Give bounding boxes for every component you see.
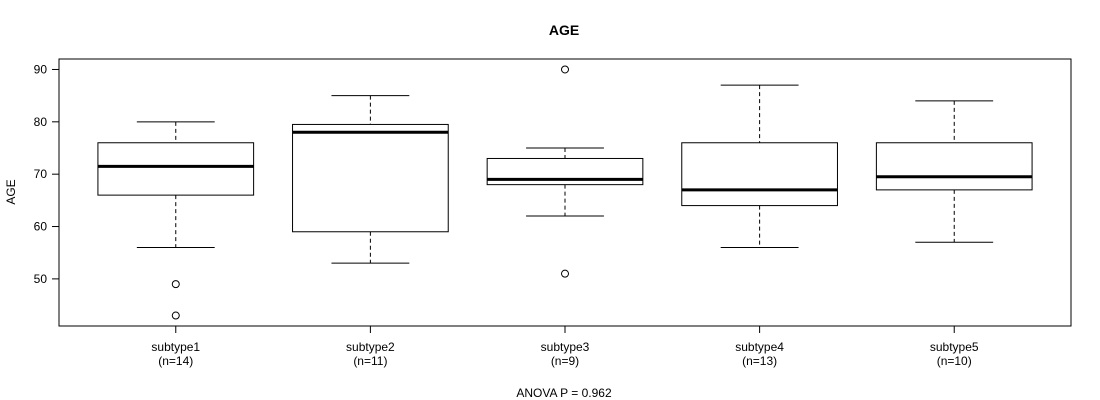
iqr-box bbox=[97, 142, 255, 196]
iqr-box bbox=[681, 142, 838, 207]
category-n-label: (n=10) bbox=[937, 354, 972, 368]
box-subtype2 bbox=[292, 95, 449, 264]
category-n-label: (n=14) bbox=[158, 354, 193, 368]
x-axis: subtype1(n=14) subtype2(n=11) subtype3(n=9… bbox=[151, 326, 979, 368]
chart-title: AGE bbox=[549, 22, 579, 38]
outlier-point bbox=[561, 65, 569, 74]
category-label: subtype4 bbox=[735, 340, 784, 354]
outlier-point bbox=[561, 269, 569, 278]
y-tick-label: 70 bbox=[34, 167, 48, 181]
x-axis-label: ANOVA P = 0.962 bbox=[516, 386, 612, 400]
category-label: subtype1 bbox=[151, 340, 200, 354]
box-subtype1 bbox=[97, 121, 255, 320]
category-n-label: (n=11) bbox=[353, 354, 387, 368]
boxes bbox=[97, 65, 1033, 320]
box-subtype4 bbox=[681, 84, 838, 248]
y-tick-label: 80 bbox=[34, 115, 48, 129]
iqr-box bbox=[875, 142, 1033, 191]
iqr-box bbox=[292, 123, 449, 233]
category-label: subtype3 bbox=[541, 340, 590, 354]
box-subtype3 bbox=[486, 65, 644, 278]
outlier-point bbox=[171, 311, 180, 320]
y-tick-label: 90 bbox=[34, 62, 48, 76]
y-tick-label: 60 bbox=[34, 220, 48, 234]
category-label: subtype2 bbox=[346, 340, 395, 354]
y-axis-label: AGE bbox=[4, 179, 18, 204]
y-axis: 50 60 70 80 90 bbox=[34, 62, 59, 286]
outlier-point bbox=[171, 280, 180, 289]
category-n-label: (n=9) bbox=[551, 354, 579, 368]
y-tick-label: 50 bbox=[34, 272, 48, 286]
box-subtype5 bbox=[875, 100, 1033, 243]
category-label: subtype5 bbox=[930, 340, 979, 354]
category-n-label: (n=13) bbox=[742, 354, 777, 368]
